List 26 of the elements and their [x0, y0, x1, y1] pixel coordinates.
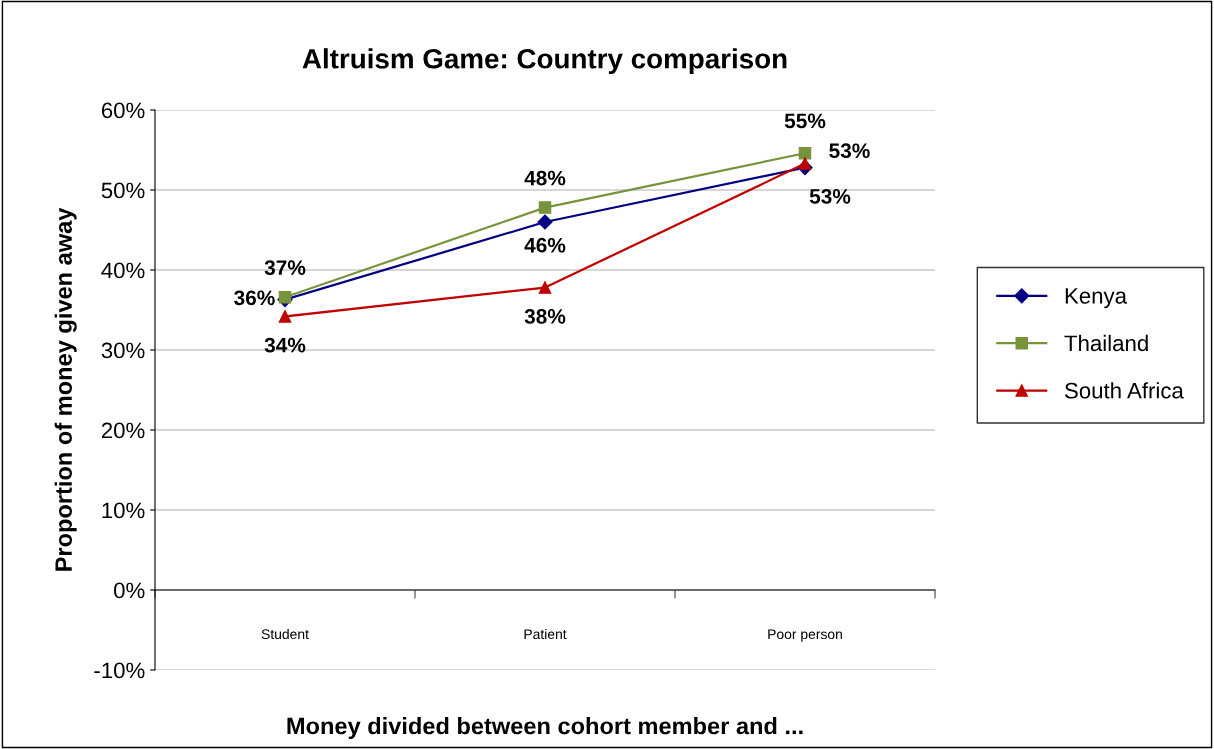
y-tick-label: 50% — [101, 182, 145, 199]
legend-label: Kenya — [1065, 288, 1127, 309]
data-label: 48% — [524, 170, 566, 186]
legend-label: South Africa — [1064, 382, 1184, 399]
y-tick-label: -10% — [94, 662, 145, 679]
y-tick-label: 30% — [101, 342, 145, 359]
data-label: 37% — [264, 260, 306, 276]
y-tick-label: 0% — [114, 582, 145, 599]
x-axis-title: Money divided between cohort member and ... — [287, 716, 803, 740]
data-label: 36% — [234, 290, 275, 306]
data-label: 46% — [524, 237, 566, 253]
x-tick-label: Poor person — [768, 629, 842, 642]
data-label: 53% — [829, 143, 870, 159]
chart-title: Altruism Game: Country comparison — [302, 48, 787, 75]
y-tick-label: 40% — [101, 262, 145, 279]
y-tick-label: 60% — [101, 102, 145, 119]
data-label: 55% — [784, 113, 826, 129]
y-tick-label: 20% — [101, 422, 145, 439]
data-label: 34% — [264, 337, 306, 353]
data-label: 53% — [809, 189, 851, 204]
x-tick-label: Student — [261, 628, 309, 640]
legend-label: Thailand — [1064, 334, 1148, 352]
x-tick-label: Patient — [524, 628, 567, 640]
y-axis-title: Proportion of money given away — [54, 207, 77, 571]
data-label: 38% — [524, 309, 566, 324]
y-tick-label: 10% — [102, 502, 145, 519]
